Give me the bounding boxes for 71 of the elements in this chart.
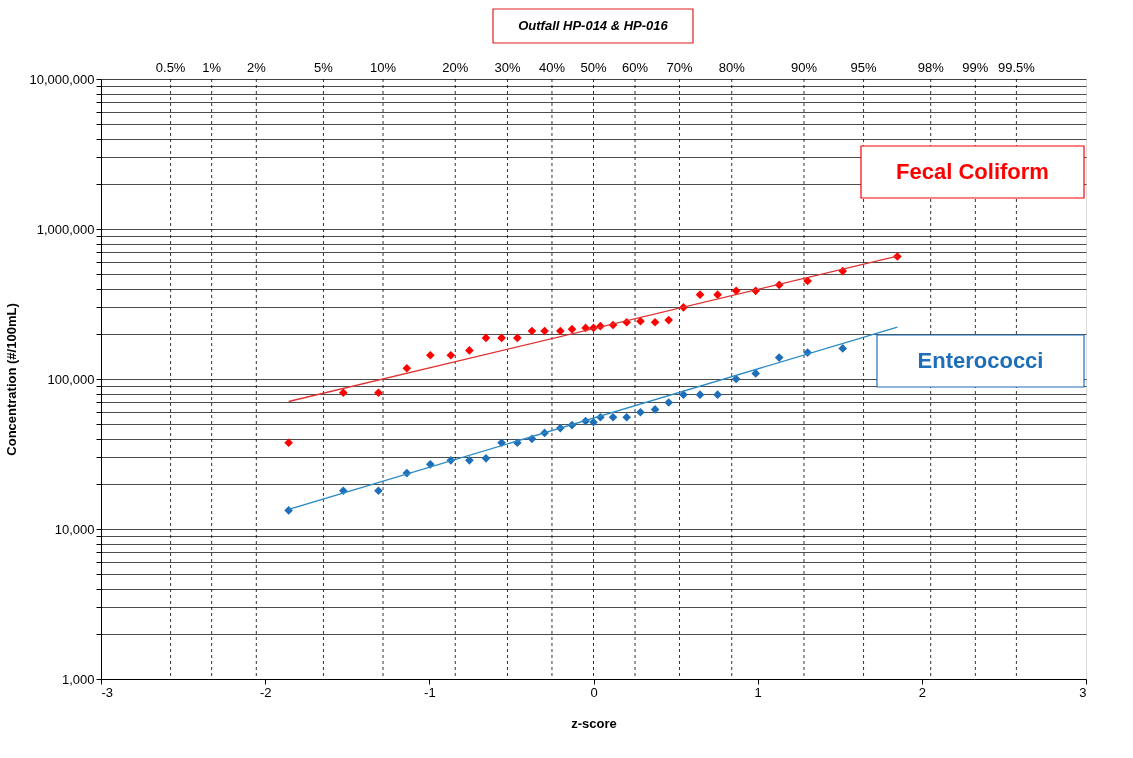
point <box>513 333 522 343</box>
point <box>402 363 412 373</box>
text: 1% <box>202 60 222 75</box>
text: 95% <box>850 60 877 75</box>
x-tick-label: 2 <box>918 684 926 700</box>
point <box>497 333 506 343</box>
x-tick-label: -1 <box>424 684 436 700</box>
x-tick-label: 0 <box>590 684 598 700</box>
y-tick-label: 100,000 <box>47 371 95 387</box>
text: 50% <box>580 60 607 75</box>
point <box>465 455 474 465</box>
x-tick-label: 3 <box>1079 684 1087 700</box>
point <box>556 326 565 336</box>
point <box>481 333 491 343</box>
point <box>608 412 618 422</box>
point <box>838 344 848 353</box>
y-tick-label: 10,000 <box>54 521 95 537</box>
text: 20% <box>442 60 469 75</box>
point <box>284 438 293 448</box>
point <box>650 317 660 327</box>
text: 80% <box>718 60 746 75</box>
point <box>589 417 598 427</box>
text: 90% <box>790 60 818 75</box>
y-tick-label: 1,000,000 <box>36 221 95 237</box>
text: 60% <box>622 60 649 75</box>
text: 98% <box>917 60 945 75</box>
x-tick-label: 1 <box>754 684 762 700</box>
x-tick-label: -3 <box>101 684 114 700</box>
text: 40% <box>538 60 566 75</box>
point <box>751 369 761 378</box>
point <box>713 290 722 299</box>
point <box>679 390 688 400</box>
point <box>731 374 741 384</box>
point <box>731 286 741 296</box>
text: 0.5% <box>155 60 186 75</box>
point <box>713 390 722 400</box>
point <box>893 252 902 261</box>
y-tick-label: 10,000,000 <box>29 71 95 87</box>
text: 99.5% <box>997 60 1036 75</box>
point <box>497 438 506 448</box>
point <box>338 388 348 398</box>
x-axis-title: z-score <box>571 715 617 731</box>
x-tick-label: -2 <box>259 684 272 700</box>
point <box>664 398 674 407</box>
text: 5% <box>314 60 334 75</box>
y-axis-title: Concentration (#/100mL) <box>4 303 20 456</box>
point <box>695 290 705 299</box>
text: 10% <box>370 60 397 75</box>
point <box>374 486 383 496</box>
point <box>567 324 577 334</box>
y-tick-label: 1,000 <box>61 671 95 687</box>
point <box>425 350 435 360</box>
point <box>774 353 784 362</box>
text: 70% <box>666 60 693 75</box>
text: 99% <box>962 60 989 75</box>
point <box>622 412 631 422</box>
text: Enterococci <box>917 348 1044 373</box>
point <box>446 350 456 360</box>
point <box>527 326 537 336</box>
point <box>284 506 293 515</box>
point <box>664 315 674 325</box>
text: 30% <box>494 60 521 75</box>
point <box>374 388 383 398</box>
point <box>636 316 645 326</box>
chart-title: Outfall HP-014 & HP-016 <box>518 18 669 33</box>
point <box>465 346 474 355</box>
point <box>636 407 645 417</box>
point <box>481 453 491 463</box>
text: Fecal Coliform <box>896 159 1049 184</box>
point <box>695 390 705 400</box>
text: 2% <box>246 60 267 75</box>
